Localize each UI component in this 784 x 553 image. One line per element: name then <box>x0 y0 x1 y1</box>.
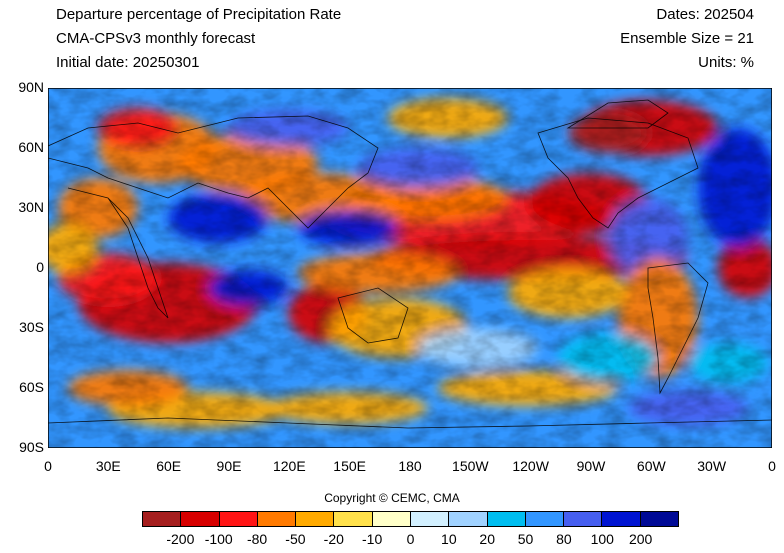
lat-label: 60S <box>19 379 44 395</box>
model-label: CMA-CPSv3 monthly forecast <box>56 30 256 47</box>
coastline <box>647 262 709 395</box>
lon-label: 120E <box>272 458 306 474</box>
colorbar-swatch <box>143 512 182 526</box>
coastline <box>48 115 379 229</box>
colorbar-swatch <box>449 512 488 526</box>
colorbar-label: -80 <box>246 531 268 547</box>
colorbar-label: 100 <box>590 531 614 547</box>
colorbar-label: 80 <box>556 531 572 547</box>
colorbar-swatch <box>219 512 258 526</box>
colorbar-swatch <box>564 512 603 526</box>
coastline <box>566 99 669 129</box>
lon-label: 180 <box>398 458 422 474</box>
lon-label: 90W <box>576 458 606 474</box>
colorbar-label: 10 <box>441 531 457 547</box>
colorbar-swatch <box>602 512 641 526</box>
lon-label: 60W <box>636 458 666 474</box>
lon-label: 60E <box>156 458 182 474</box>
colorbar-label: -50 <box>285 531 306 547</box>
lon-label: 0 <box>768 458 776 474</box>
lat-label: 90S <box>19 439 44 455</box>
colorbar-swatch <box>372 512 411 526</box>
map-texture <box>48 88 772 448</box>
lon-label: 150E <box>333 458 366 474</box>
lat-label: 30S <box>19 319 44 335</box>
colorbar-swatch <box>487 512 526 526</box>
colorbar-label: 20 <box>479 531 495 547</box>
colorbar <box>142 511 679 527</box>
colorbar-label: 0 <box>406 531 415 547</box>
colorbar-label: -200 <box>166 531 195 547</box>
colorbar-label: -10 <box>362 531 383 547</box>
lon-label: 30W <box>697 458 727 474</box>
colorbar-swatch <box>525 512 565 526</box>
copyright-text: Copyright © CEMC, CMA <box>324 491 460 505</box>
lon-label: 90E <box>216 458 242 474</box>
units-label: Units: % <box>698 54 754 71</box>
ensemble-size-label: Ensemble Size = 21 <box>620 30 754 47</box>
lat-label: 90N <box>18 79 44 95</box>
coastline <box>67 187 169 319</box>
colorbar-swatch <box>410 512 450 526</box>
colorbar-label: -20 <box>323 531 344 547</box>
colorbar-swatch <box>257 512 297 526</box>
initial-date-label: Initial date: 20250301 <box>56 54 200 71</box>
coastline <box>48 417 772 429</box>
colorbar-label: 50 <box>517 531 534 547</box>
colorbar-label: 200 <box>628 531 653 547</box>
colorbar-label: -100 <box>204 531 233 547</box>
lon-label: 0 <box>44 458 52 474</box>
coastline <box>337 287 409 344</box>
precipitation-map <box>48 88 772 448</box>
lon-label: 150W <box>452 458 489 474</box>
colorbar-swatch <box>640 512 678 526</box>
lon-label: 30E <box>95 458 121 474</box>
colorbar-swatch <box>181 512 220 526</box>
colorbar-swatch <box>296 512 335 526</box>
coastline <box>537 117 699 229</box>
colorbar-swatch <box>334 512 373 526</box>
lat-label: 0 <box>36 259 44 275</box>
lat-label: 30N <box>18 199 44 215</box>
lat-label: 60N <box>18 139 44 155</box>
map-canvas <box>48 88 772 448</box>
dates-label: Dates: 202504 <box>656 6 754 23</box>
map-title: Departure percentage of Precipitation Ra… <box>56 6 342 23</box>
lon-label: 120W <box>512 458 549 474</box>
